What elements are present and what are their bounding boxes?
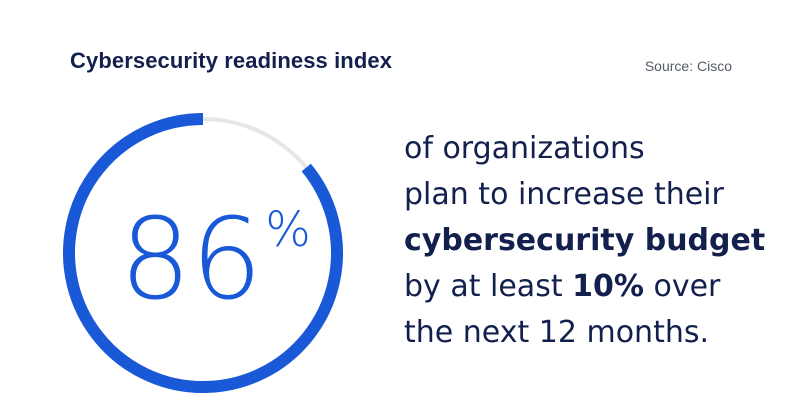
statement-line-5: the next 12 months.: [404, 315, 710, 350]
statement-line-2: plan to increase their: [404, 177, 724, 212]
statement-line-3-emphasis: cybersecurity budget: [404, 223, 766, 258]
gauge-percent-sign: %: [265, 202, 311, 258]
gauge-percent-value: 86: [120, 195, 263, 325]
readiness-gauge: 86 %: [58, 108, 348, 398]
source-label: Source: Cisco: [644, 58, 732, 74]
gauge-svg: 86 %: [63, 113, 343, 393]
statement-line-4: by at least 10% over: [404, 264, 784, 310]
statement-line-4-emphasis: 10%: [572, 269, 644, 304]
statement-text: of organizations plan to increase their …: [404, 126, 784, 356]
gauge-filled-arc: [63, 113, 343, 393]
gauge-remaining-arc: [202, 117, 308, 169]
statement-line-1: of organizations: [404, 131, 645, 166]
statement-line-4-start: by at least: [404, 269, 573, 304]
chart-title: Cybersecurity readiness index: [70, 48, 393, 73]
statement-line-4-end: over: [643, 269, 721, 304]
